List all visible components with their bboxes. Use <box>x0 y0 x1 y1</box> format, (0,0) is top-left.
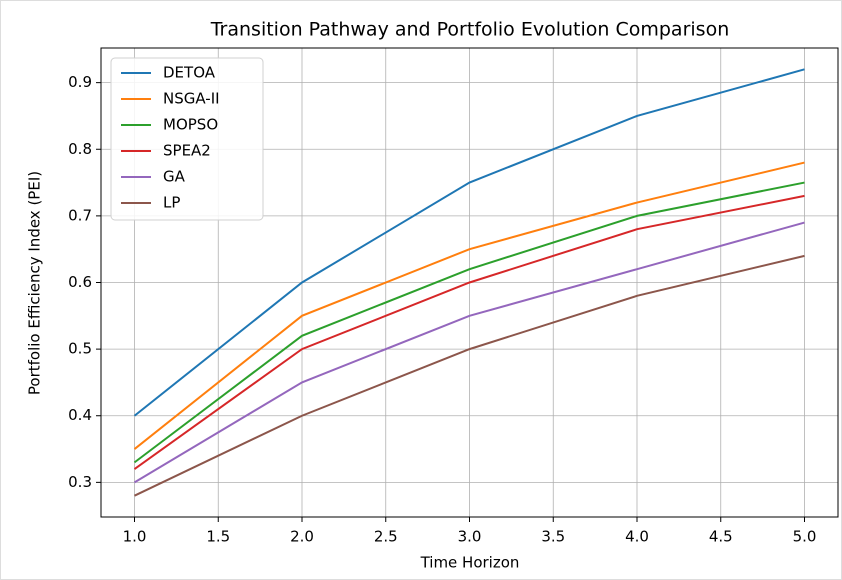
x-tick-label: 2.0 <box>290 528 314 546</box>
y-tick-label: 0.9 <box>68 73 92 91</box>
x-tick-label: 3.5 <box>541 528 565 546</box>
series-line <box>133 161 805 450</box>
legend-label: MOPSO <box>163 116 218 134</box>
x-tick-label: 1.5 <box>206 528 230 546</box>
y-tick-label: 0.3 <box>68 473 92 491</box>
axes-frame <box>100 47 839 518</box>
legend-label: NSGA-II <box>163 90 220 108</box>
y-tick-label: 0.4 <box>68 406 92 424</box>
x-axis-label: Time Horizon <box>420 554 520 572</box>
y-tick-label: 0.6 <box>68 273 92 291</box>
y-tick-label: 0.8 <box>68 140 92 158</box>
x-tick-label: 4.0 <box>625 528 649 546</box>
legend-box <box>110 57 264 221</box>
y-tick-label: 0.5 <box>68 340 92 358</box>
legend-label: GA <box>163 168 186 186</box>
x-tick-label: 5.0 <box>793 528 817 546</box>
chart-title: Transition Pathway and Portfolio Evoluti… <box>210 19 730 41</box>
legend-label: SPEA2 <box>163 142 211 160</box>
series-line <box>133 221 805 484</box>
legend-label: DETOA <box>163 64 216 82</box>
legend-label: LP <box>163 194 180 212</box>
y-tick-label: 0.7 <box>68 206 92 224</box>
series-line <box>134 254 805 497</box>
x-tick-label: 2.5 <box>374 528 398 546</box>
x-tick-label: 1.0 <box>123 528 147 546</box>
series-line <box>133 181 805 464</box>
x-tick-label: 4.5 <box>709 528 733 546</box>
y-axis-label: Portfolio Efficiency Index (PEI) <box>26 171 44 395</box>
series-line <box>133 68 805 417</box>
series-line <box>133 194 805 470</box>
x-tick-label: 3.0 <box>458 528 482 546</box>
